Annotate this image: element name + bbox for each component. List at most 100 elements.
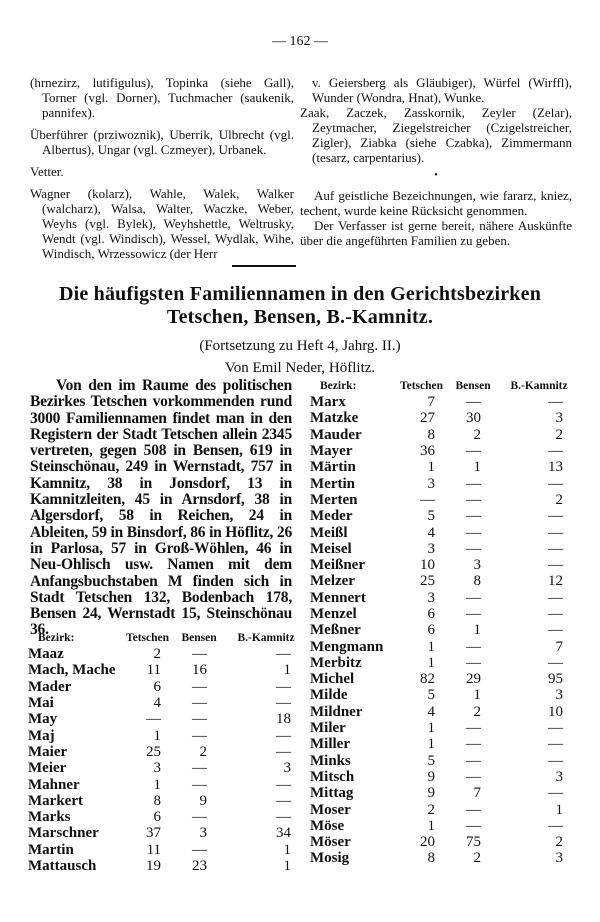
count-cell: 7 — [473, 785, 482, 802]
count-cell: 10 — [420, 557, 436, 574]
surname-cell: Martin — [28, 841, 74, 858]
table-row: Mayer 36 — — — [310, 443, 575, 459]
table-header-row: Bezirk: Tetschen Bensen B.-Kamnitz — [28, 630, 303, 646]
count-cell: — — [276, 776, 292, 793]
surname-cell: Mauder — [310, 426, 362, 443]
count-cell: 12 — [548, 573, 564, 590]
count-cell: 27 — [420, 410, 436, 427]
table-row: Markert 8 9 — — [28, 793, 303, 809]
count-cell: — — [466, 654, 482, 671]
surname-cell: Miler — [310, 720, 346, 737]
count-cell: — — [276, 792, 292, 809]
count-cell: 5 — [427, 687, 436, 704]
note-author: Der Verfasser ist gerne bereit, nähere A… — [300, 218, 572, 248]
count-cell: 3 — [555, 768, 564, 785]
table-row: Matzke 27 30 3 — [310, 410, 575, 426]
surname-cell: Mai — [28, 695, 54, 712]
table-row: Mennert 3 — — — [310, 590, 575, 606]
count-cell: 18 — [276, 711, 292, 728]
table-row: Moser 2 — 1 — [310, 801, 575, 818]
surname-cell: Mennert — [310, 589, 366, 606]
column-header: Bezirk: — [320, 380, 357, 392]
count-cell: — — [548, 622, 564, 639]
count-cell: 3 — [153, 760, 162, 777]
count-cell: 2 — [473, 426, 482, 443]
surname-cell: Möser — [310, 834, 351, 851]
count-cell: 6 — [153, 678, 162, 695]
surname-cell: Mach, Mache — [28, 662, 116, 679]
table-row: Meißl 4 — — — [310, 524, 575, 541]
count-cell: — — [192, 711, 208, 728]
surname-cell: Mengmann — [310, 638, 384, 655]
count-cell: 2 — [153, 646, 162, 663]
table-row: Milde 5 1 3 — [310, 687, 575, 703]
page-number: — 162 — — [272, 34, 328, 49]
count-cell: 37 — [146, 825, 162, 842]
count-cell: — — [192, 727, 208, 744]
count-cell: 8 — [473, 573, 482, 590]
surname-cell: Merten — [310, 491, 358, 508]
count-cell: — — [466, 394, 482, 411]
surname-cell: Möse — [310, 817, 345, 834]
count-cell: 1 — [283, 841, 292, 858]
count-cell: 5 — [427, 752, 436, 769]
table-row: Maj 1 — — — [28, 727, 303, 744]
count-cell: 29 — [466, 671, 482, 688]
table-row: Mittag 9 7 — — [310, 785, 575, 801]
top-left-column: (hrnezirz, lutifigulus), Topinka (siehe … — [30, 75, 294, 268]
count-cell: — — [548, 654, 564, 671]
count-cell: 1 — [153, 727, 162, 744]
count-cell: — — [548, 720, 564, 737]
table-row: Meder 5 — — — [310, 508, 575, 524]
count-cell: — — [548, 443, 564, 460]
count-cell: 9 — [199, 792, 208, 809]
column-header: Tetschen — [400, 380, 444, 392]
intro-paragraph: Von den im Raume des politischen Bezirke… — [30, 377, 292, 639]
surname-cell: Mittag — [310, 785, 354, 802]
surname-cell: Mildner — [310, 703, 363, 720]
count-cell: 1 — [283, 662, 292, 679]
count-cell: 8 — [427, 850, 436, 867]
count-cell: 1 — [153, 776, 162, 793]
surname-cell: Meißner — [310, 557, 365, 574]
count-cell: 2 — [555, 426, 564, 443]
count-cell: — — [276, 695, 292, 712]
count-cell: 6 — [427, 606, 436, 622]
surname-cell: Mattausch — [28, 858, 97, 874]
count-cell: — — [548, 785, 564, 802]
column-header: Bensen — [455, 380, 491, 392]
count-cell: — — [420, 491, 436, 508]
table-row: Mauder 8 2 2 — [310, 427, 575, 443]
count-cell: 36 — [420, 443, 436, 460]
table-row: Meier 3 — 3 — [28, 760, 303, 776]
count-cell: — — [466, 817, 482, 834]
surname-cell: Mader — [28, 678, 72, 695]
count-cell: 30 — [466, 410, 482, 427]
count-cell: 3 — [555, 850, 564, 867]
count-cell: — — [548, 508, 564, 525]
entry-t: (hrnezirz, lutifigulus), Topinka (siehe … — [30, 75, 294, 120]
table-row: Mahner 1 — — — [28, 776, 303, 793]
table-row: Mach, Mache 11 16 1 — [28, 662, 303, 678]
count-cell: 9 — [427, 768, 436, 785]
count-cell: — — [466, 524, 482, 541]
table-row: Maaz 2 — — — [28, 646, 303, 662]
table-row: Merten — — 2 — [310, 492, 575, 508]
count-cell: 25 — [146, 743, 162, 760]
count-cell: — — [466, 589, 482, 606]
count-cell: 3 — [283, 760, 292, 777]
count-cell: 9 — [427, 785, 436, 802]
surname-cell: Merbitz — [310, 654, 362, 671]
entry-w: Wagner (kolarz), Wahle, Walek, Walker (w… — [30, 186, 294, 261]
count-cell: 1 — [427, 736, 436, 753]
note-clerical: Auf geistliche Bezeichnungen, wie fararz… — [300, 188, 572, 218]
table-row: Mertin 3 — — — [310, 475, 575, 492]
count-cell: 1 — [427, 638, 436, 655]
count-cell: — — [548, 752, 564, 769]
count-cell: 2 — [473, 703, 482, 720]
count-cell: 10 — [548, 703, 564, 720]
count-cell: — — [146, 711, 162, 728]
table-row: Michel 82 29 95 — [310, 671, 575, 687]
table-row: Martin 11 — 1 — [28, 842, 303, 858]
count-cell: — — [192, 809, 208, 826]
